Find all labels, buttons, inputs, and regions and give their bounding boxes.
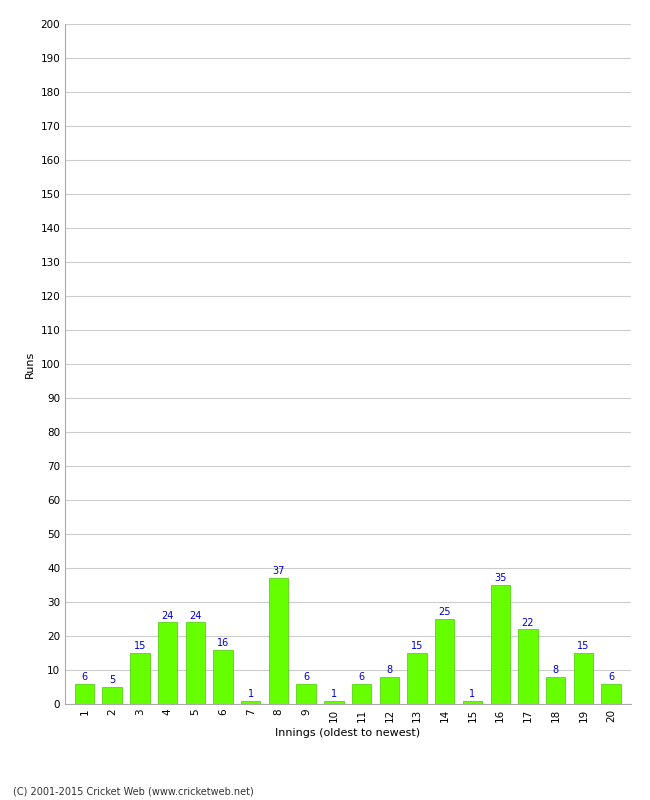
- Bar: [518, 629, 538, 704]
- X-axis label: Innings (oldest to newest): Innings (oldest to newest): [275, 728, 421, 738]
- Text: 6: 6: [81, 672, 88, 682]
- Bar: [408, 653, 427, 704]
- Text: 25: 25: [439, 607, 451, 618]
- Bar: [324, 701, 344, 704]
- Bar: [546, 677, 566, 704]
- Bar: [601, 683, 621, 704]
- Text: 35: 35: [494, 574, 506, 583]
- Y-axis label: Runs: Runs: [25, 350, 35, 378]
- Bar: [213, 650, 233, 704]
- Text: 6: 6: [359, 672, 365, 682]
- Bar: [435, 619, 454, 704]
- Text: 8: 8: [552, 665, 559, 675]
- Text: 22: 22: [522, 618, 534, 627]
- Bar: [75, 683, 94, 704]
- Bar: [241, 701, 261, 704]
- Text: 1: 1: [331, 689, 337, 699]
- Text: 15: 15: [577, 642, 590, 651]
- Bar: [296, 683, 316, 704]
- Text: 6: 6: [608, 672, 614, 682]
- Text: 24: 24: [189, 610, 202, 621]
- Bar: [158, 622, 177, 704]
- Bar: [268, 578, 288, 704]
- Text: 1: 1: [469, 689, 476, 699]
- Bar: [574, 653, 593, 704]
- Bar: [186, 622, 205, 704]
- Text: (C) 2001-2015 Cricket Web (www.cricketweb.net): (C) 2001-2015 Cricket Web (www.cricketwe…: [13, 786, 254, 796]
- Bar: [463, 701, 482, 704]
- Text: 6: 6: [303, 672, 309, 682]
- Text: 15: 15: [134, 642, 146, 651]
- Text: 15: 15: [411, 642, 423, 651]
- Bar: [380, 677, 399, 704]
- Text: 24: 24: [161, 610, 174, 621]
- Bar: [103, 687, 122, 704]
- Text: 1: 1: [248, 689, 254, 699]
- Bar: [130, 653, 150, 704]
- Text: 37: 37: [272, 566, 285, 577]
- Bar: [352, 683, 371, 704]
- Text: 8: 8: [386, 665, 393, 675]
- Bar: [491, 585, 510, 704]
- Text: 5: 5: [109, 675, 115, 686]
- Text: 16: 16: [217, 638, 229, 648]
